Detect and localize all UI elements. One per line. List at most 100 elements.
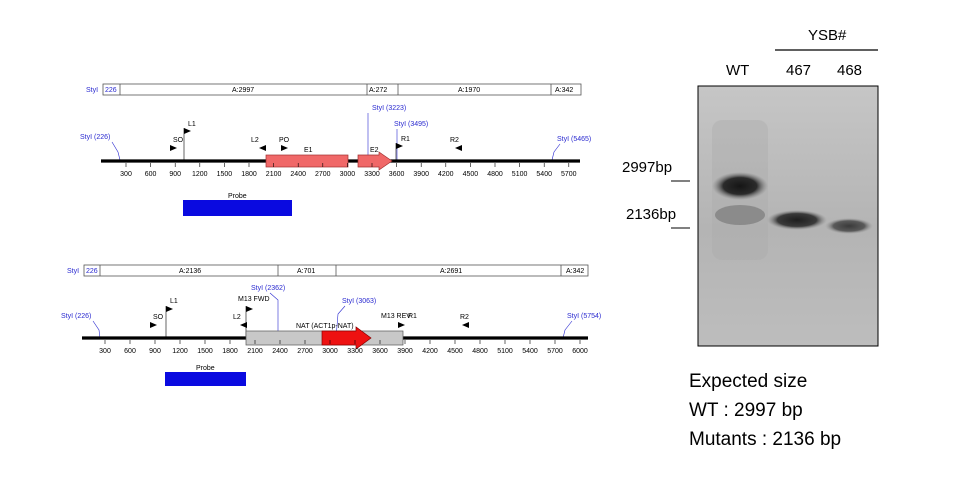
mutant-seg-styl: StyI	[67, 268, 79, 275]
scale-tick-label: 2100	[247, 348, 263, 355]
mutant-primer-l1: L1	[170, 298, 178, 305]
scale-tick-label: 1200	[192, 171, 208, 178]
wt-primer-so-arrow	[170, 145, 177, 151]
mutant-primer-so-arrow	[150, 322, 157, 328]
wt-styl-3495: StyI (3495)	[394, 121, 428, 128]
mutant-primer-so: SO	[153, 314, 164, 321]
scale-tick-label: 300	[99, 348, 111, 355]
mutant-primer-m13rev: M13 REV	[381, 313, 411, 320]
scale-tick-label: 4200	[422, 348, 438, 355]
marker-2136: 2136bp	[626, 206, 676, 223]
scale-tick-label: 300	[120, 171, 132, 178]
mutant-styl-3063: StyI (3063)	[342, 298, 376, 305]
mutant-primer-m13fwd-arrow	[246, 306, 253, 312]
scale-tick-label: 2700	[315, 171, 331, 178]
scale-tick-label: 1200	[172, 348, 188, 355]
scale-tick-label: 5700	[547, 348, 563, 355]
wt-primer-po: PO	[279, 137, 290, 144]
wt-segment-bar	[102, 83, 582, 96]
scale-tick-label: 1500	[197, 348, 213, 355]
wt-primer-po-arrow	[281, 145, 288, 151]
wt-styl-5465: StyI (5465)	[557, 136, 591, 143]
mutant-primer-r2-arrow	[462, 322, 469, 328]
wt-seg-a272: A:272	[369, 87, 387, 94]
wt-probe-label: Probe	[228, 193, 247, 200]
scale-tick-label: 600	[145, 171, 157, 178]
scale-tick-label: 3000	[322, 348, 338, 355]
mutant-primer-r2: R2	[460, 314, 469, 321]
band-wt-2997	[712, 172, 768, 200]
scale-tick-label: 900	[149, 348, 161, 355]
wt-primer-so: SO	[173, 137, 184, 144]
wt-primer-l1-arrow	[184, 128, 191, 134]
scale-tick-label: 2700	[297, 348, 313, 355]
expected-mutant: Mutants : 2136 bp	[689, 429, 841, 450]
wt-primer-r2-arrow	[455, 145, 462, 151]
lane-label-wt: WT	[726, 62, 749, 79]
marker-2997: 2997bp	[622, 159, 672, 176]
mutant-primer-r1: R1	[408, 313, 417, 320]
scale-tick-label: 3300	[347, 348, 363, 355]
scale-tick-label: 4800	[472, 348, 488, 355]
scale-tick-label: 600	[124, 348, 136, 355]
scale-tick-label: 2400	[290, 171, 306, 178]
mutant-nat-arrow	[321, 326, 372, 350]
wt-probe-bar	[183, 200, 292, 216]
expected-size-block: Expected size WT : 2997 bp Mutants : 213…	[689, 371, 841, 450]
wt-seg-styl: StyI	[86, 87, 98, 94]
mutant-seg-226: 226	[86, 268, 98, 275]
wt-map: StyI 226 A:2997 A:272 A:1970 A:342 StyI …	[80, 83, 591, 216]
wt-seg-a1970: A:1970	[458, 87, 480, 94]
scale-tick-label: 6000	[572, 348, 588, 355]
mutant-seg-a701: A:701	[297, 268, 315, 275]
scale-tick-label: 5400	[522, 348, 538, 355]
scale-tick-label: 3000	[340, 171, 356, 178]
scale-tick-label: 5400	[536, 171, 552, 178]
mutant-styl-5754: StyI (5754)	[567, 313, 601, 320]
scale-tick-label: 4200	[438, 171, 454, 178]
blot-group-label: YSB#	[808, 27, 847, 44]
scale-tick-label: 5700	[561, 171, 577, 178]
scale-tick-label: 3900	[413, 171, 429, 178]
mutant-seg-a2136: A:2136	[179, 268, 201, 275]
mutant-map: StyI 226 A:2136 A:701 A:2691 A:342 StyI …	[61, 264, 601, 386]
wt-primer-l1: L1	[188, 121, 196, 128]
wt-styl-226: StyI (226)	[80, 134, 110, 141]
mutant-seg-a342: A:342	[566, 268, 584, 275]
scale-tick-label: 5100	[512, 171, 528, 178]
scale-tick-label: 4800	[487, 171, 503, 178]
scale-tick-label: 5100	[497, 348, 513, 355]
expected-title: Expected size	[689, 371, 807, 392]
wt-seg-a342: A:342	[555, 87, 573, 94]
scale-tick-label: 2100	[266, 171, 282, 178]
wt-primer-r1: R1	[401, 136, 410, 143]
mutant-styl-2362: StyI (2362)	[251, 285, 285, 292]
band-467-2136	[767, 210, 827, 230]
scale-tick-label: 4500	[463, 171, 479, 178]
wt-exon-e1	[265, 154, 349, 168]
mutant-primer-l1-arrow	[166, 306, 173, 312]
mutant-primer-l2: L2	[233, 314, 241, 321]
scale-tick-label: 3300	[364, 171, 380, 178]
mutant-primer-m13rev-arrow	[398, 322, 405, 328]
wt-primer-l2-arrow	[259, 145, 266, 151]
wt-exon-e2-label: E2	[370, 147, 379, 154]
wt-primer-l2: L2	[251, 137, 259, 144]
wt-scale-ticks: 300 600 900 1200 1500 1800 2100 2400 2700 3000 330…	[120, 163, 577, 178]
mutant-primer-m13fwd: M13 FWD	[238, 296, 270, 303]
expected-wt: WT : 2997 bp	[689, 400, 803, 421]
wt-seg-a2997: A:2997	[232, 87, 254, 94]
scale-tick-label: 1500	[217, 171, 233, 178]
southern-blot-panel: YSB# WT 467 468 2997bp 2136bp	[622, 27, 879, 347]
band-468-2136	[825, 218, 873, 234]
scale-tick-label: 2400	[272, 348, 288, 355]
scale-tick-label: 3600	[389, 171, 405, 178]
mutant-probe-label: Probe	[196, 365, 215, 372]
mutant-styl-226: StyI (226)	[61, 313, 91, 320]
scale-tick-label: 1800	[222, 348, 238, 355]
wt-primer-r1-arrow	[396, 143, 403, 149]
scale-tick-label: 4500	[447, 348, 463, 355]
wt-seg-226: 226	[105, 87, 117, 94]
wt-exon-e1-label: E1	[304, 147, 313, 154]
